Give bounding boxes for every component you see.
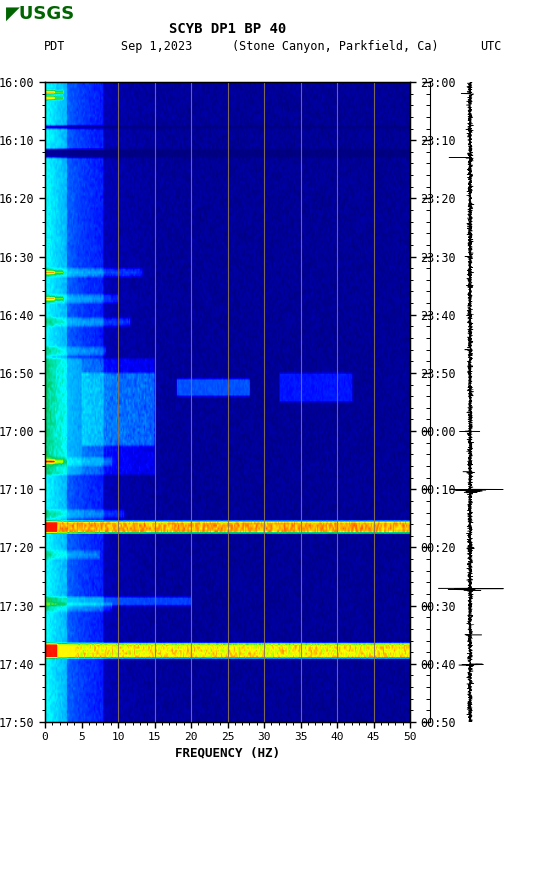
Text: UTC: UTC: [480, 40, 502, 54]
Text: PDT: PDT: [44, 40, 66, 54]
Text: ◤USGS: ◤USGS: [6, 4, 75, 22]
Text: SCYB DP1 BP 40: SCYB DP1 BP 40: [169, 22, 286, 37]
Text: Sep 1,2023: Sep 1,2023: [121, 40, 193, 54]
Text: (Stone Canyon, Parkfield, Ca): (Stone Canyon, Parkfield, Ca): [232, 40, 438, 54]
X-axis label: FREQUENCY (HZ): FREQUENCY (HZ): [175, 747, 280, 760]
